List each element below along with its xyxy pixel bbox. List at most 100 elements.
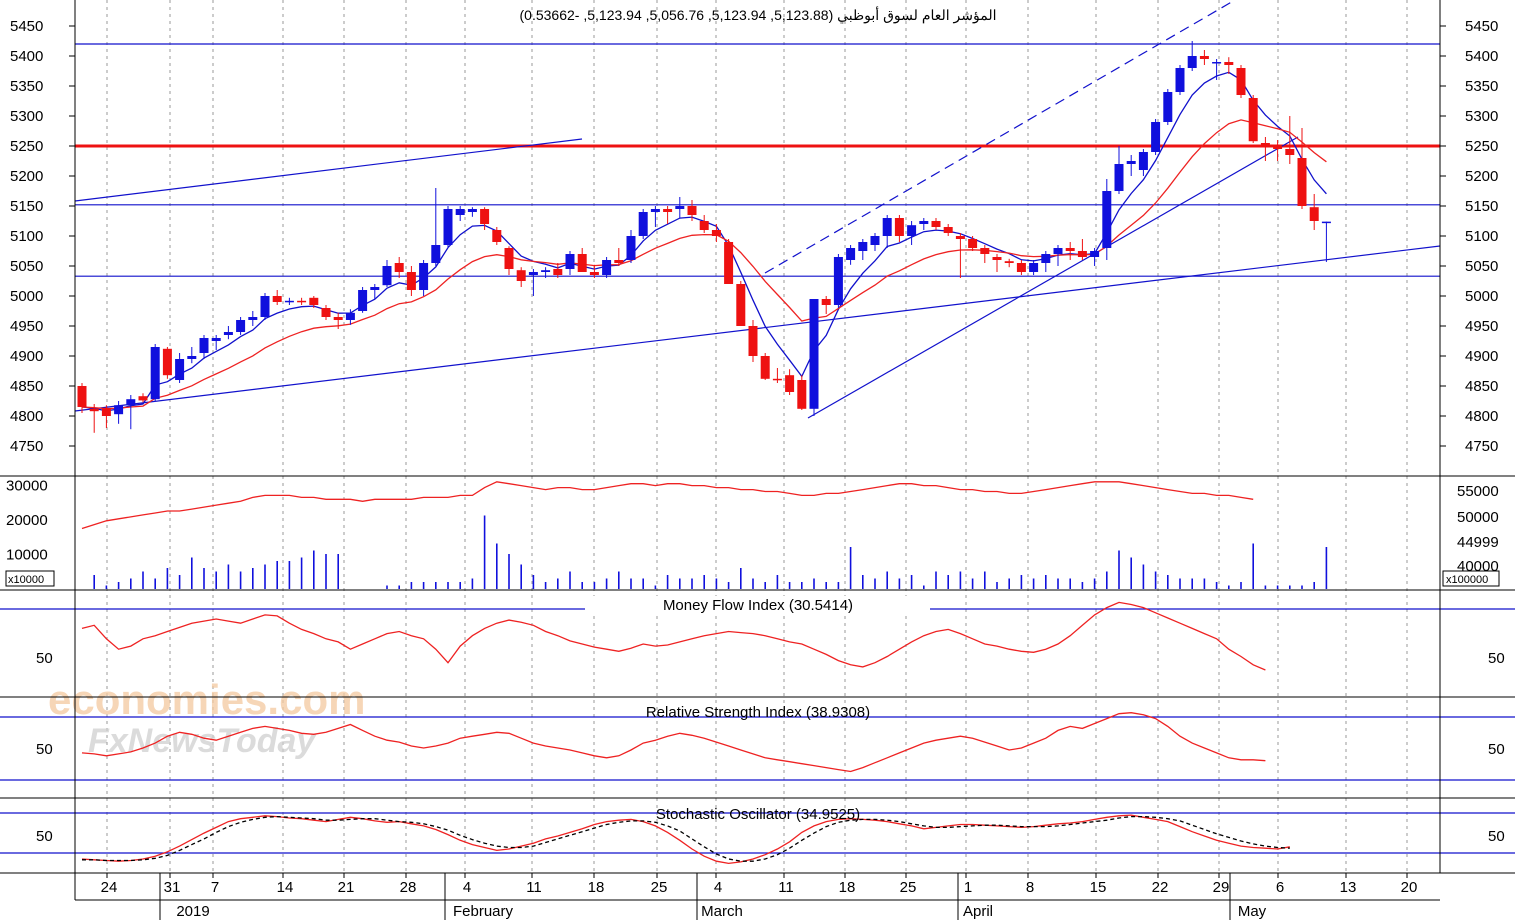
candle-body	[406, 272, 416, 290]
volume-moving-average	[81, 481, 1254, 530]
price-tick-left: 5050	[10, 258, 43, 275]
x-tick-label: 11	[526, 879, 542, 896]
watermark-economies: economies.com	[48, 676, 365, 723]
candle-body	[821, 299, 831, 305]
candle-body	[1199, 56, 1209, 59]
candle-body	[150, 347, 160, 400]
candle-body	[175, 359, 185, 380]
candle-body	[480, 209, 490, 224]
watermark: economies.com FxNewsToday	[48, 676, 365, 760]
x-tick-label: 25	[651, 879, 668, 896]
trendline-channel-upper	[764, 0, 1236, 274]
rsi-title: Relative Strength Index (38.9308)	[646, 704, 870, 721]
volume-unit-right: x100000	[1446, 574, 1488, 586]
candle-body	[321, 308, 331, 317]
moving-average-fast	[81, 71, 1327, 412]
candle-body	[309, 297, 319, 305]
candle-body	[931, 221, 941, 227]
candle-body	[162, 348, 172, 376]
candle-body	[736, 284, 746, 326]
candle-body	[431, 245, 441, 263]
trendline-upper-left	[74, 138, 583, 202]
price-tick-left: 5300	[10, 108, 43, 125]
price-tick-right: 4850	[1465, 378, 1498, 395]
candle-body	[919, 221, 929, 224]
candle-body	[1224, 62, 1234, 65]
indicator-tick-left: 50	[36, 741, 53, 758]
candle-body	[467, 209, 477, 212]
moving-average-slow	[81, 119, 1327, 410]
panel-frames	[0, 0, 1515, 900]
candle-body	[394, 263, 404, 272]
price-tick-left: 5250	[10, 138, 43, 155]
price-tick-right: 5350	[1465, 78, 1498, 95]
candle-body	[553, 269, 563, 275]
candle-body	[1077, 251, 1087, 257]
stoch-title: Stochastic Oscillator (34.9525)	[656, 806, 860, 823]
stoch-k-line	[81, 814, 1290, 865]
candle-body	[626, 236, 636, 260]
candle-body	[114, 405, 124, 415]
stoch-d-line	[82, 815, 1290, 862]
candle-body	[980, 248, 990, 254]
x-tick-label: 4	[714, 879, 722, 896]
candle-body	[638, 212, 648, 236]
volume-tick-left: 10000	[6, 547, 48, 564]
candle-body	[223, 332, 233, 335]
price-tick-left: 5350	[10, 78, 43, 95]
candle-body	[443, 209, 453, 245]
x-tick-label: 8	[1026, 879, 1034, 896]
volume-tick-right: 55000	[1457, 483, 1499, 500]
candle-body	[687, 206, 697, 215]
candle-body	[1187, 56, 1197, 68]
candle-body	[1309, 207, 1319, 221]
x-tick-label: 14	[277, 879, 294, 896]
candle-body	[992, 257, 1002, 260]
candle-body	[968, 239, 978, 248]
candle-body	[943, 227, 953, 233]
candle-body	[345, 312, 355, 320]
volume-bars	[93, 515, 1328, 589]
candle-body	[675, 206, 685, 209]
candle-body	[870, 236, 880, 245]
indicator-tick-right: 50	[1488, 650, 1505, 667]
candle-body	[785, 375, 795, 392]
price-tick-right: 4950	[1465, 318, 1498, 335]
price-tick-right: 4800	[1465, 408, 1498, 425]
candle-body	[1151, 122, 1161, 152]
candle-body	[699, 221, 709, 230]
candle-body	[614, 260, 624, 263]
price-tick-left: 4750	[10, 438, 43, 455]
candle-body	[370, 287, 380, 290]
mfi-title: Money Flow Index (30.5414)	[663, 597, 853, 614]
price-tick-left: 5450	[10, 18, 43, 35]
candle-body	[565, 254, 575, 269]
candle-body	[1321, 221, 1331, 224]
price-tick-left: 5150	[10, 198, 43, 215]
candle-body	[809, 299, 819, 409]
candle-body	[858, 242, 868, 251]
candle-body	[211, 338, 221, 341]
x-tick-label: 31	[164, 879, 181, 896]
candle-body	[126, 399, 136, 406]
x-tick-label: 15	[1090, 879, 1107, 896]
candle-body	[797, 380, 807, 409]
candle-body	[882, 218, 892, 236]
candle-body	[1053, 248, 1063, 254]
candle-body	[101, 408, 111, 416]
price-tick-left: 5400	[10, 48, 43, 65]
x-tick-label: 28	[400, 879, 417, 896]
candle-body	[187, 356, 197, 359]
x-tick-label: 22	[1152, 879, 1169, 896]
mfi-line	[81, 601, 1266, 671]
candle-body	[846, 248, 856, 260]
candle-body	[663, 209, 673, 212]
price-tick-right: 5000	[1465, 288, 1498, 305]
candle-body	[297, 300, 307, 303]
candle-body	[589, 272, 599, 275]
trendline-channel-lower	[807, 136, 1299, 419]
candle-body	[1248, 98, 1258, 142]
candle-body	[284, 300, 294, 303]
candle-body	[748, 326, 758, 356]
